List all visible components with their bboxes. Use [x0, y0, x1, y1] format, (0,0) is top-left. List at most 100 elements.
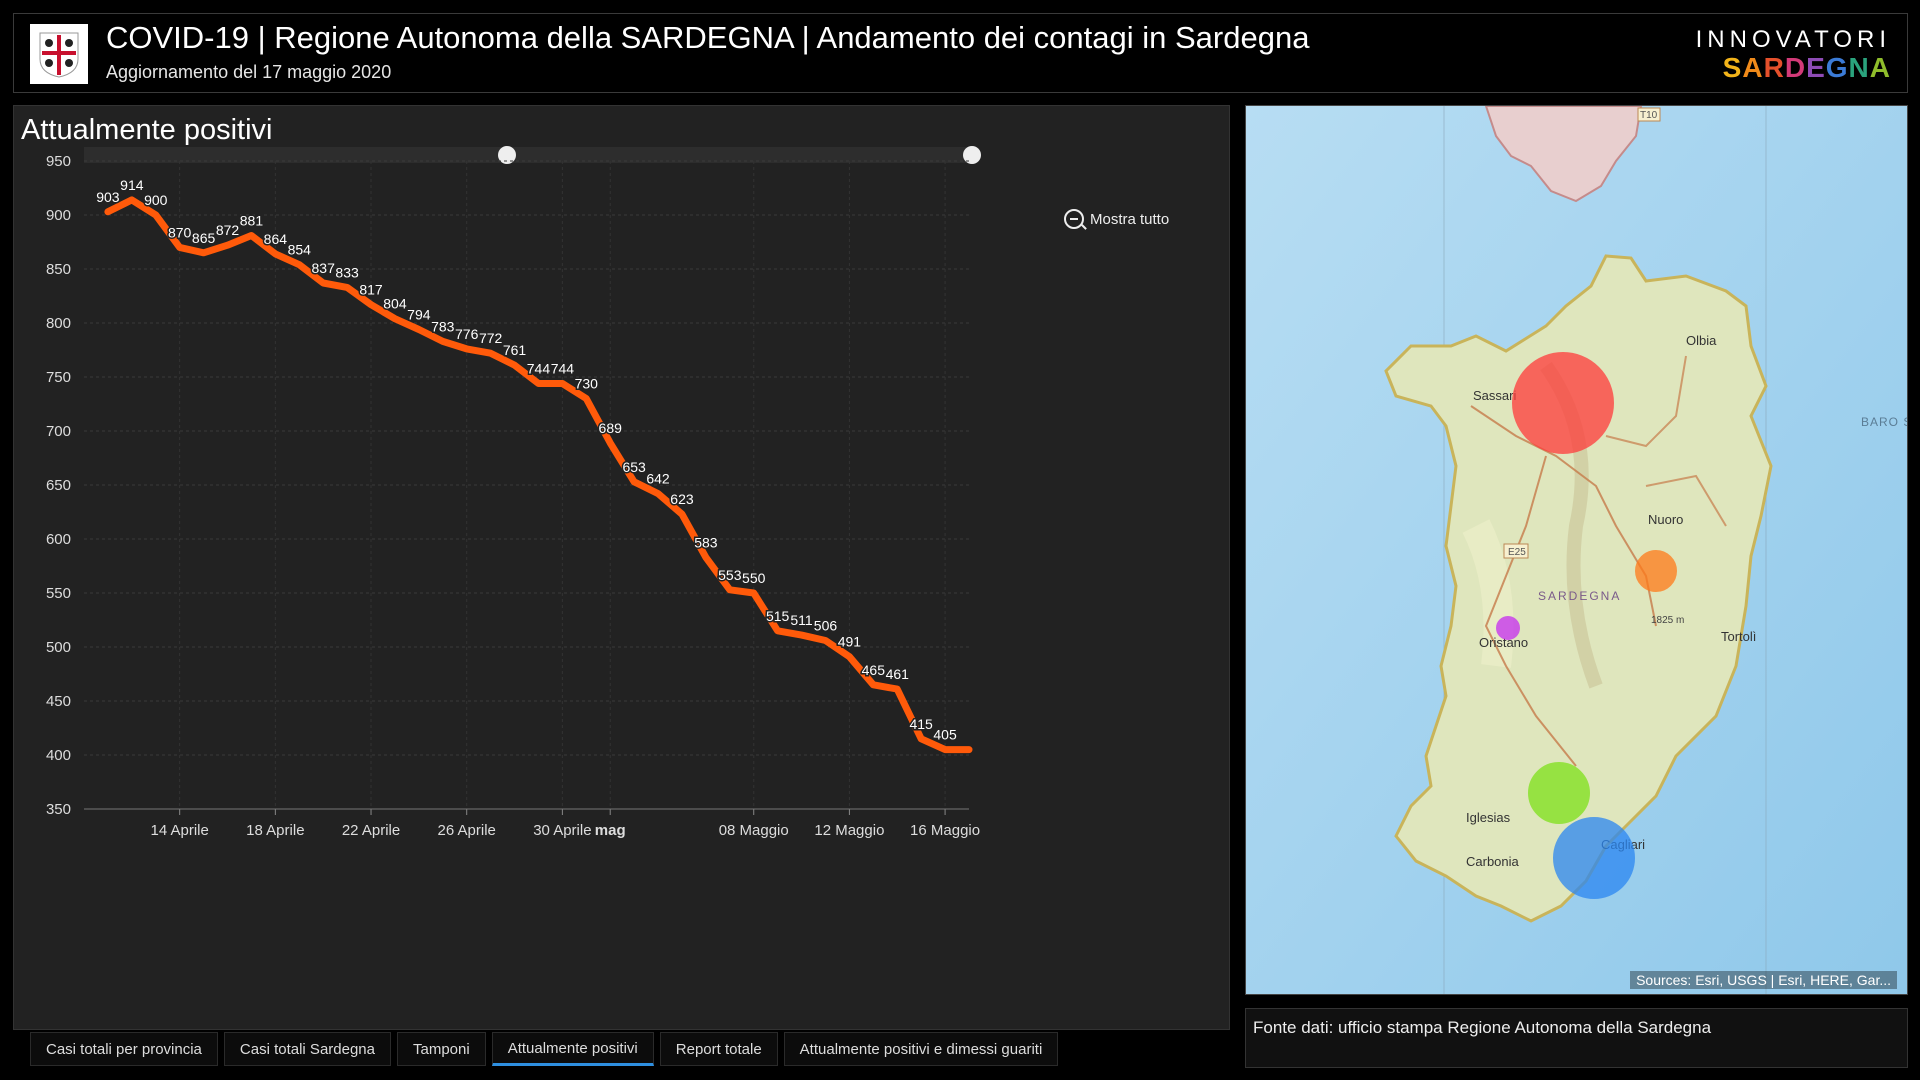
sardinia-landmass: [1384, 254, 1773, 923]
data-label: 730: [575, 376, 599, 392]
data-label: 491: [838, 634, 862, 650]
cases-bubble-sassari[interactable]: [1512, 352, 1614, 454]
data-label: 511: [790, 612, 813, 628]
cases-bubble-oristano[interactable]: [1496, 616, 1520, 640]
corsica-landmass: [1484, 106, 1643, 203]
range-slider-handle-start[interactable]: [498, 146, 516, 164]
line-chart[interactable]: 350 400 450 500 550 600 650 700 750 800 850 900 950 1…: [14, 106, 1231, 1031]
zoom-button-label: Mostra tutto: [1090, 210, 1170, 228]
x-tick-label: 18 Aprile: [246, 822, 304, 839]
y-tick-label: 400: [46, 747, 71, 764]
series-line-attualmente-positivi[interactable]: [104, 196, 973, 754]
peak-label: 1825 m: [1651, 615, 1684, 626]
y-tick-label: 600: [46, 531, 71, 548]
cases-bubble-cagliari[interactable]: [1553, 817, 1635, 899]
data-label: 553: [718, 567, 742, 583]
data-label: 415: [909, 716, 933, 732]
view-tabs: Casi totali per provincia Casi totali Sa…: [30, 1032, 1059, 1066]
x-tick-label: mag: [595, 822, 626, 839]
data-label: 837: [312, 260, 336, 276]
y-tick-label: 550: [46, 585, 71, 602]
y-tick-label: 700: [46, 423, 71, 440]
data-label: 865: [192, 230, 216, 246]
data-label: 872: [216, 222, 240, 238]
x-tick-label: 26 Aprile: [438, 822, 496, 839]
data-label: 761: [503, 342, 527, 358]
y-tick-label: 650: [46, 477, 71, 494]
data-label: 864: [264, 231, 288, 247]
seamount-label: BARO SEAM: [1861, 415, 1908, 429]
data-label: 900: [144, 192, 168, 208]
tab-positivi-dimessi-guariti[interactable]: Attualmente positivi e dimessi guariti: [783, 1032, 1059, 1066]
data-label: 461: [886, 666, 910, 682]
data-label: 465: [862, 662, 886, 678]
sardinia-coat-of-arms-logo: [30, 24, 88, 84]
brand-logo-bottom: SARDEGNA: [1722, 52, 1891, 83]
city-label-tortoli: Tortolì: [1721, 629, 1756, 644]
brand-logo-top: INNOVATORI: [1695, 26, 1891, 53]
x-tick-label: 08 Maggio: [719, 822, 789, 839]
panel-title: Attualmente positivi: [21, 114, 273, 146]
city-label-sassari: Sassari: [1473, 388, 1516, 403]
data-label: 772: [479, 330, 503, 346]
y-tick-label: 350: [46, 801, 71, 818]
road-label-e25: E25: [1508, 547, 1526, 558]
app-header: COVID-19 | Regione Autonoma della SARDEG…: [13, 13, 1908, 93]
x-tick-label: 14 Aprile: [150, 822, 208, 839]
city-label-carbonia: Carbonia: [1466, 854, 1520, 869]
update-date: Aggiornamento del 17 maggio 2020: [106, 62, 392, 82]
y-tick-label: 950: [46, 153, 71, 170]
data-label: 583: [694, 534, 718, 550]
y-tick-label: 850: [46, 261, 71, 278]
y-tick-label: 800: [46, 315, 71, 332]
page-title: COVID-19 | Regione Autonoma della SARDEG…: [106, 20, 1310, 55]
data-label: 744: [527, 360, 551, 376]
data-label: 804: [383, 296, 407, 312]
map-view[interactable]: E25 T10 Sassari Olbia Nuoro Oristano Tor…: [1245, 105, 1908, 995]
show-all-zoom-button[interactable]: Mostra tutto: [1064, 209, 1169, 229]
region-label: SARDEGNA: [1538, 589, 1621, 603]
tab-attualmente-positivi[interactable]: Attualmente positivi: [491, 1032, 654, 1066]
range-slider-track: [84, 147, 969, 163]
range-slider-handle-end[interactable]: [963, 146, 981, 164]
x-tick-label: 12 Maggio: [814, 822, 884, 839]
cases-bubble-nuoro[interactable]: [1635, 550, 1677, 592]
data-label: 817: [359, 282, 383, 298]
x-tick-label: 30 Aprile: [533, 822, 591, 839]
road-label-t10: T10: [1640, 110, 1658, 121]
data-label: 653: [622, 459, 646, 475]
city-label-nuoro: Nuoro: [1648, 512, 1683, 527]
map-attribution[interactable]: Sources: Esri, USGS | Esri, HERE, Gar...: [1630, 971, 1897, 989]
data-label: 881: [240, 213, 264, 229]
data-label: 515: [766, 608, 790, 624]
data-label: 854: [288, 242, 312, 258]
cases-bubble-sud-sardegna[interactable]: [1528, 762, 1590, 824]
y-tick-label: 900: [46, 207, 71, 224]
tab-report-totale[interactable]: Report totale: [659, 1032, 778, 1066]
city-label-oristano: Oristano: [1479, 635, 1528, 650]
data-label: 689: [599, 420, 623, 436]
chart-panel: Attualmente positivi 350 400 450 500 550 600 6…: [13, 105, 1230, 1030]
tab-casi-totali-provincia[interactable]: Casi totali per provincia: [30, 1032, 218, 1066]
city-label-iglesias: Iglesias: [1466, 810, 1511, 825]
data-label: 794: [407, 306, 431, 322]
y-tick-label: 450: [46, 693, 71, 710]
tab-casi-totali-sardegna[interactable]: Casi totali Sardegna: [223, 1032, 391, 1066]
data-label: 550: [742, 570, 766, 586]
x-tick-label: 22 Aprile: [342, 822, 400, 839]
data-label: 623: [670, 491, 694, 507]
data-label: 914: [120, 177, 144, 193]
y-tick-label: 750: [46, 369, 71, 386]
data-label: 642: [646, 471, 670, 487]
data-label: 506: [814, 618, 838, 634]
data-label: 833: [335, 264, 359, 280]
data-label: 405: [933, 727, 957, 743]
sardinia-map[interactable]: E25 T10 Sassari Olbia Nuoro Oristano Tor…: [1246, 106, 1908, 995]
data-label: 870: [168, 224, 192, 240]
data-label: 903: [96, 189, 120, 205]
y-tick-label: 500: [46, 639, 71, 656]
zoom-out-icon: [1064, 209, 1084, 229]
data-source-note: Fonte dati: ufficio stampa Regione Auton…: [1245, 1008, 1908, 1068]
tab-tamponi[interactable]: Tamponi: [397, 1032, 486, 1066]
city-label-olbia: Olbia: [1686, 333, 1717, 348]
